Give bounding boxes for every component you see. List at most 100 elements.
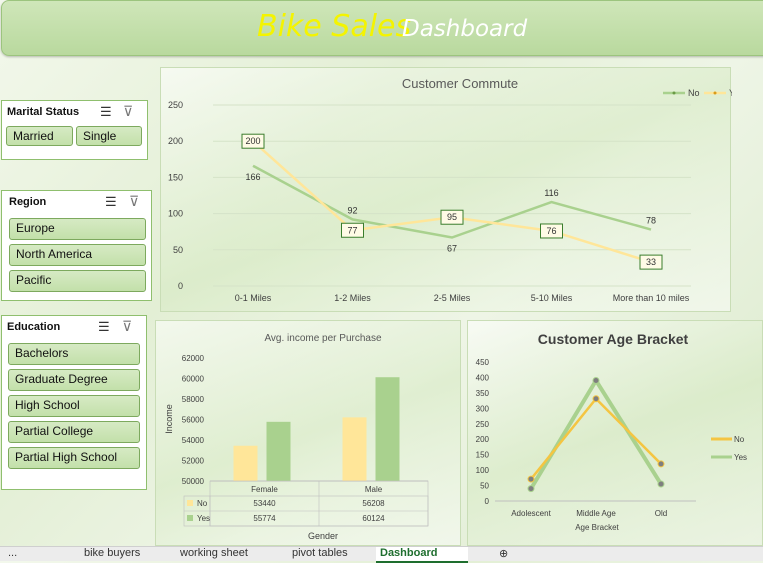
multi-select-icon[interactable]: ☰ <box>105 194 117 209</box>
clear-filter-icon[interactable]: ⊽ <box>123 103 134 119</box>
table-series-label: No <box>197 499 208 508</box>
dashboard-banner: Bike Sales Dashboard <box>1 0 763 56</box>
slicer-region: Region ☰ ⊽ Europe North America Pacific <box>1 190 152 301</box>
slicer-title: Marital Status <box>7 106 80 118</box>
y-tick-label: 54000 <box>182 436 205 445</box>
x-axis-title: Age Bracket <box>575 523 619 532</box>
x-tick-label: 5-10 Miles <box>531 293 573 303</box>
sheet-tab-bike-buyers[interactable]: bike buyers <box>84 547 141 559</box>
x-tick-label: 2-5 Miles <box>434 293 471 303</box>
bar-no <box>342 417 367 481</box>
slicer-item-pacific[interactable]: Pacific <box>9 270 146 292</box>
y-axis-title: Income <box>164 404 174 434</box>
x-tick-label: 1-2 Miles <box>334 293 371 303</box>
table-legend-swatch <box>187 515 193 521</box>
data-label-yes: 33 <box>646 257 656 267</box>
y-tick-label: 450 <box>476 358 490 367</box>
data-label-no: 116 <box>544 188 558 198</box>
sheet-tab[interactable]: ... <box>8 547 18 559</box>
dashboard-subtitle: Dashboard <box>402 16 528 42</box>
y-tick-label: 0 <box>178 281 183 291</box>
slicer-item-married[interactable]: Married <box>6 126 73 146</box>
data-label-yes: 95 <box>447 212 457 222</box>
x-tick-label: Female <box>251 485 278 494</box>
y-tick-label: 150 <box>476 451 490 460</box>
slicer-title: Education <box>7 321 61 333</box>
x-tick-label: Adolescent <box>511 509 551 518</box>
slicer-title: Region <box>9 196 47 208</box>
slicer-item-bachelors[interactable]: Bachelors <box>8 343 140 365</box>
clear-filter-icon[interactable]: ⊽ <box>122 318 133 334</box>
slicer-item-north-america[interactable]: North America <box>9 244 146 266</box>
y-tick-label: 56000 <box>182 416 205 425</box>
data-label-no: 92 <box>347 205 357 215</box>
data-label-yes: 200 <box>245 136 260 146</box>
table-value: 53440 <box>253 499 276 508</box>
slicer-item-europe[interactable]: Europe <box>9 218 146 240</box>
y-tick-label: 150 <box>168 172 183 182</box>
x-axis-title: Gender <box>308 531 338 541</box>
chart-customer-commute[interactable]: Customer Commute 0 50 100 150 200 250 0-1 Miles… <box>160 67 744 312</box>
legend-marker <box>672 91 676 95</box>
slicer-marital-status: Marital Status ☰ ⊽ Married Single <box>1 100 148 160</box>
legend-label: Yes <box>729 88 732 98</box>
data-label-box-yes <box>341 222 364 238</box>
y-tick-label: 350 <box>476 389 490 398</box>
table-value: 55774 <box>253 514 276 523</box>
table-value: 56208 <box>362 499 385 508</box>
chart-title: Customer Commute <box>402 76 518 91</box>
y-tick-label: 100 <box>168 209 183 219</box>
bar-yes <box>266 421 291 481</box>
y-tick-label: 50000 <box>182 477 205 486</box>
data-label-box-yes <box>241 133 265 149</box>
series-line-no <box>252 164 652 239</box>
legend-label: No <box>734 435 745 444</box>
x-tick-label: More than 10 miles <box>613 293 690 303</box>
y-tick-label: 200 <box>168 136 183 146</box>
data-label-no: 166 <box>245 172 260 182</box>
chart-age-bracket[interactable]: Customer Age Bracket 0 50 100 150 200 250 300 35… <box>467 320 763 546</box>
x-tick-label: Male <box>365 485 383 494</box>
income-chart-svg: Avg. income per Purchase 50000 52000 54000 5… <box>164 333 429 541</box>
clear-filter-icon[interactable]: ⊽ <box>129 193 140 209</box>
data-label-box-yes <box>440 209 464 225</box>
y-tick-label: 200 <box>476 435 490 444</box>
chart-title: Avg. income per Purchase <box>264 333 382 344</box>
x-tick-label: Middle Age <box>576 509 616 518</box>
y-tick-label: 300 <box>476 404 490 413</box>
sheet-tab-dashboard[interactable]: Dashboard <box>376 547 468 563</box>
table-legend-swatch <box>187 500 193 506</box>
y-tick-label: 250 <box>168 100 183 110</box>
age-chart-svg: Customer Age Bracket 0 50 100 150 200 250 300 35… <box>476 331 747 532</box>
y-tick-label: 58000 <box>182 395 205 404</box>
series-point-yes <box>657 480 665 488</box>
data-label-box-yes <box>639 254 663 270</box>
bar-no <box>233 445 258 481</box>
series-line-no <box>530 396 662 480</box>
series-point-no <box>592 395 600 403</box>
add-sheet-icon[interactable]: ⊕ <box>499 548 509 560</box>
slicer-item-partial-college[interactable]: Partial College <box>8 421 140 443</box>
series-point-no <box>657 460 665 468</box>
sheet-tab-pivot-tables[interactable]: pivot tables <box>292 547 348 559</box>
y-tick-label: 250 <box>476 420 490 429</box>
data-label-yes: 76 <box>546 226 556 236</box>
sheet-tab-bar: ... bike buyers working sheet pivot tabl… <box>0 546 763 563</box>
multi-select-icon[interactable]: ☰ <box>100 104 112 119</box>
sheet-tab-working-sheet[interactable]: working sheet <box>180 547 248 559</box>
legend-label: Yes <box>734 453 747 462</box>
chart-avg-income[interactable]: Avg. income per Purchase 50000 52000 54000 5… <box>155 320 461 546</box>
slicer-item-high-school[interactable]: High School <box>8 395 140 417</box>
y-tick-label: 100 <box>476 466 490 475</box>
slicer-item-partial-high-school[interactable]: Partial High School <box>8 447 140 469</box>
slicer-item-single[interactable]: Single <box>76 126 142 146</box>
chart-title: Customer Age Bracket <box>538 331 689 347</box>
x-tick-label: Old <box>655 509 667 518</box>
table-value: 60124 <box>362 514 385 523</box>
series-point-yes <box>592 377 600 385</box>
table-series-label: Yes <box>197 514 210 523</box>
slicer-item-graduate-degree[interactable]: Graduate Degree <box>8 369 140 391</box>
y-tick-label: 60000 <box>182 375 205 384</box>
legend-marker <box>713 91 717 95</box>
multi-select-icon[interactable]: ☰ <box>98 319 110 334</box>
